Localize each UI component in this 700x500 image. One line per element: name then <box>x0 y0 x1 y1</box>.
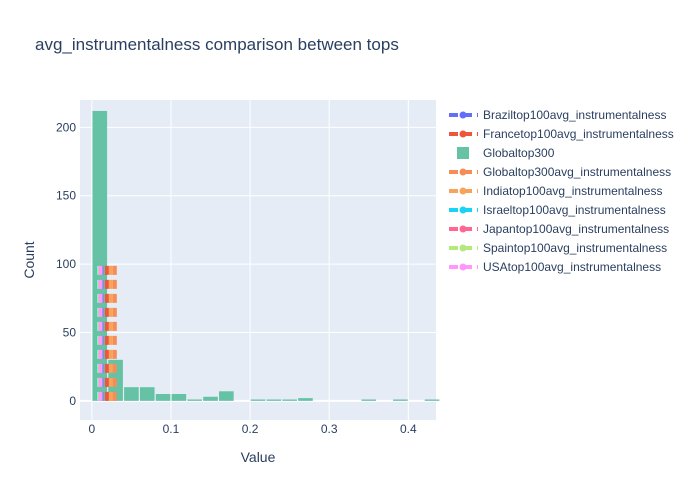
legend-label: Spaintop100avg_instrumentalness <box>483 241 667 255</box>
x-tick-label: 0 <box>89 422 96 436</box>
legend-label: Japantop100avg_instrumentalness <box>483 222 669 236</box>
x-tick-label: 0.3 <box>321 422 338 436</box>
legend-marker <box>459 187 467 195</box>
y-tick-label: 0 <box>69 394 76 408</box>
legend-marker <box>459 244 467 252</box>
legend-marker <box>459 225 467 233</box>
y-tick-label: 200 <box>56 120 76 134</box>
legend-item[interactable]: Francetop100avg_instrumentalness <box>449 127 674 141</box>
histogram-bar <box>203 396 218 401</box>
legend-item[interactable]: Globaltop300avg_instrumentalness <box>449 165 671 179</box>
histogram-bar <box>250 399 266 401</box>
y-axis-ticks: 0 50 100 150 200 <box>56 120 76 408</box>
legend-item[interactable]: Japantop100avg_instrumentalness <box>449 222 669 236</box>
legend-label: Indiatop100avg_instrumentalness <box>483 184 662 198</box>
y-tick-label: 50 <box>63 325 77 339</box>
histogram-bar <box>361 399 377 401</box>
chart-title: avg_instrumentalness comparison between … <box>35 35 399 54</box>
legend-label: Globaltop300 <box>483 146 555 160</box>
legend-label: Francetop100avg_instrumentalness <box>483 127 674 141</box>
legend-item[interactable]: Israeltop100avg_instrumentalness <box>449 203 666 217</box>
y-axis-title: Count <box>21 241 37 278</box>
legend-marker <box>459 168 467 176</box>
legend-item[interactable]: Spaintop100avg_instrumentalness <box>449 241 667 255</box>
legend-marker <box>459 206 467 214</box>
histogram-bar <box>187 399 203 401</box>
x-tick-label: 0.4 <box>400 422 417 436</box>
legend-swatch-bar <box>457 147 469 159</box>
plot-area <box>80 100 436 420</box>
legend-marker <box>459 111 467 119</box>
legend-label: Braziltop100avg_instrumentalness <box>483 108 666 122</box>
x-tick-label: 0.2 <box>242 422 259 436</box>
legend-item[interactable]: Globaltop300 <box>457 146 555 160</box>
x-axis-ticks: 0 0.1 0.2 0.3 0.4 <box>89 422 417 436</box>
histogram-bar <box>124 387 139 401</box>
legend-label: USAtop100avg_instrumentalness <box>483 260 661 274</box>
histogram-bar <box>298 398 313 401</box>
y-tick-label: 100 <box>56 257 76 271</box>
histogram-bar <box>219 391 234 401</box>
legend-label: Globaltop300avg_instrumentalness <box>483 165 671 179</box>
x-axis-title: Value <box>241 449 276 465</box>
legend-item[interactable]: Braziltop100avg_instrumentalness <box>449 108 666 122</box>
x-tick-label: 0.1 <box>163 422 180 436</box>
legend-marker <box>459 130 467 138</box>
histogram-bar <box>139 387 155 401</box>
average-lines <box>96 262 117 401</box>
y-tick-label: 150 <box>56 189 76 203</box>
legend[interactable]: Braziltop100avg_instrumentalness Franceto… <box>449 108 674 274</box>
histogram-bar <box>424 399 440 401</box>
histogram-bar <box>155 394 171 401</box>
legend-marker <box>459 263 467 271</box>
histogram-bar <box>92 110 108 401</box>
legend-item[interactable]: USAtop100avg_instrumentalness <box>449 260 661 274</box>
histogram-bar <box>171 394 187 401</box>
histogram-bar <box>393 399 408 401</box>
histogram-bar <box>266 399 282 401</box>
legend-label: Israeltop100avg_instrumentalness <box>483 203 666 217</box>
histogram-bar <box>282 399 297 401</box>
legend-item[interactable]: Indiatop100avg_instrumentalness <box>449 184 662 198</box>
